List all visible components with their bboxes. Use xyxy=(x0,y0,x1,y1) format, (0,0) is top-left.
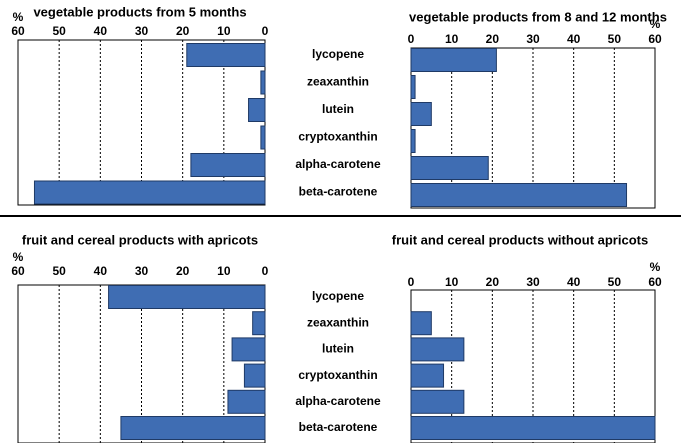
category-label: lutein xyxy=(322,102,354,116)
x-tick-label: 50 xyxy=(52,24,66,38)
bar xyxy=(410,129,416,153)
bar xyxy=(410,48,497,72)
bar xyxy=(227,389,266,414)
x-tick-label: 30 xyxy=(526,275,540,289)
bar xyxy=(410,311,432,336)
bar xyxy=(410,156,489,180)
bar xyxy=(248,98,266,122)
category-label: lycopene xyxy=(312,289,364,303)
panel-frame xyxy=(17,39,266,206)
x-tick-label: 10 xyxy=(445,32,459,46)
category-label: beta-carotene xyxy=(299,420,378,434)
x-tick-label: 20 xyxy=(486,275,500,289)
panel-title: fruit and cereal products without aprico… xyxy=(392,232,648,247)
x-tick-label: 30 xyxy=(526,32,540,46)
x-tick-label: 60 xyxy=(11,264,25,278)
axis-label: % xyxy=(650,17,661,31)
axis-label: % xyxy=(13,250,24,264)
bar xyxy=(252,311,266,336)
bar xyxy=(410,102,432,126)
panel-frame xyxy=(410,47,656,209)
x-tick-label: 20 xyxy=(486,32,500,46)
bar xyxy=(410,363,445,388)
category-label: zeaxanthin xyxy=(307,75,369,89)
bar xyxy=(260,125,266,150)
x-tick-label: 50 xyxy=(608,275,622,289)
bar xyxy=(410,337,465,362)
bar xyxy=(108,285,266,309)
x-tick-label: 50 xyxy=(608,32,622,46)
bar xyxy=(120,416,266,440)
x-tick-label: 60 xyxy=(11,24,25,38)
category-label: cryptoxanthin xyxy=(298,368,377,382)
category-label: beta-carotene xyxy=(299,185,378,199)
bar xyxy=(186,43,266,67)
panel-title: vegetable products from 5 months xyxy=(33,4,246,19)
x-tick-label: 0 xyxy=(262,264,269,278)
bar xyxy=(410,75,416,99)
bar xyxy=(410,416,656,440)
category-label: lycopene xyxy=(312,47,364,61)
bar xyxy=(33,180,266,205)
category-label: zeaxanthin xyxy=(307,315,369,329)
x-tick-label: 20 xyxy=(176,264,190,278)
x-tick-label: 40 xyxy=(94,264,108,278)
x-tick-label: 30 xyxy=(135,24,149,38)
x-tick-label: 40 xyxy=(567,32,581,46)
x-tick-label: 50 xyxy=(52,264,66,278)
x-tick-label: 0 xyxy=(408,275,415,289)
x-tick-label: 10 xyxy=(445,275,459,289)
category-label: lutein xyxy=(322,342,354,356)
bar xyxy=(260,70,266,95)
x-tick-label: 10 xyxy=(217,24,231,38)
bar xyxy=(410,389,465,414)
x-tick-label: 10 xyxy=(217,264,231,278)
x-tick-label: 0 xyxy=(408,32,415,46)
x-tick-label: 60 xyxy=(648,32,662,46)
category-label: cryptoxanthin xyxy=(298,130,377,144)
x-tick-label: 0 xyxy=(262,24,269,38)
bar xyxy=(231,337,266,362)
x-tick-label: 30 xyxy=(135,264,149,278)
category-label: alpha-carotene xyxy=(295,394,381,408)
axis-label: % xyxy=(650,260,661,274)
bar xyxy=(243,363,266,388)
bar xyxy=(190,153,266,177)
x-tick-label: 40 xyxy=(94,24,108,38)
panel-title: fruit and cereal products with apricots xyxy=(22,232,258,247)
bar xyxy=(410,183,628,207)
x-tick-label: 60 xyxy=(648,275,662,289)
panel-title: vegetable products from 8 and 12 months xyxy=(409,9,667,24)
x-tick-label: 20 xyxy=(176,24,190,38)
axis-label: % xyxy=(13,10,24,24)
category-label: alpha-carotene xyxy=(295,157,381,171)
x-tick-label: 40 xyxy=(567,275,581,289)
